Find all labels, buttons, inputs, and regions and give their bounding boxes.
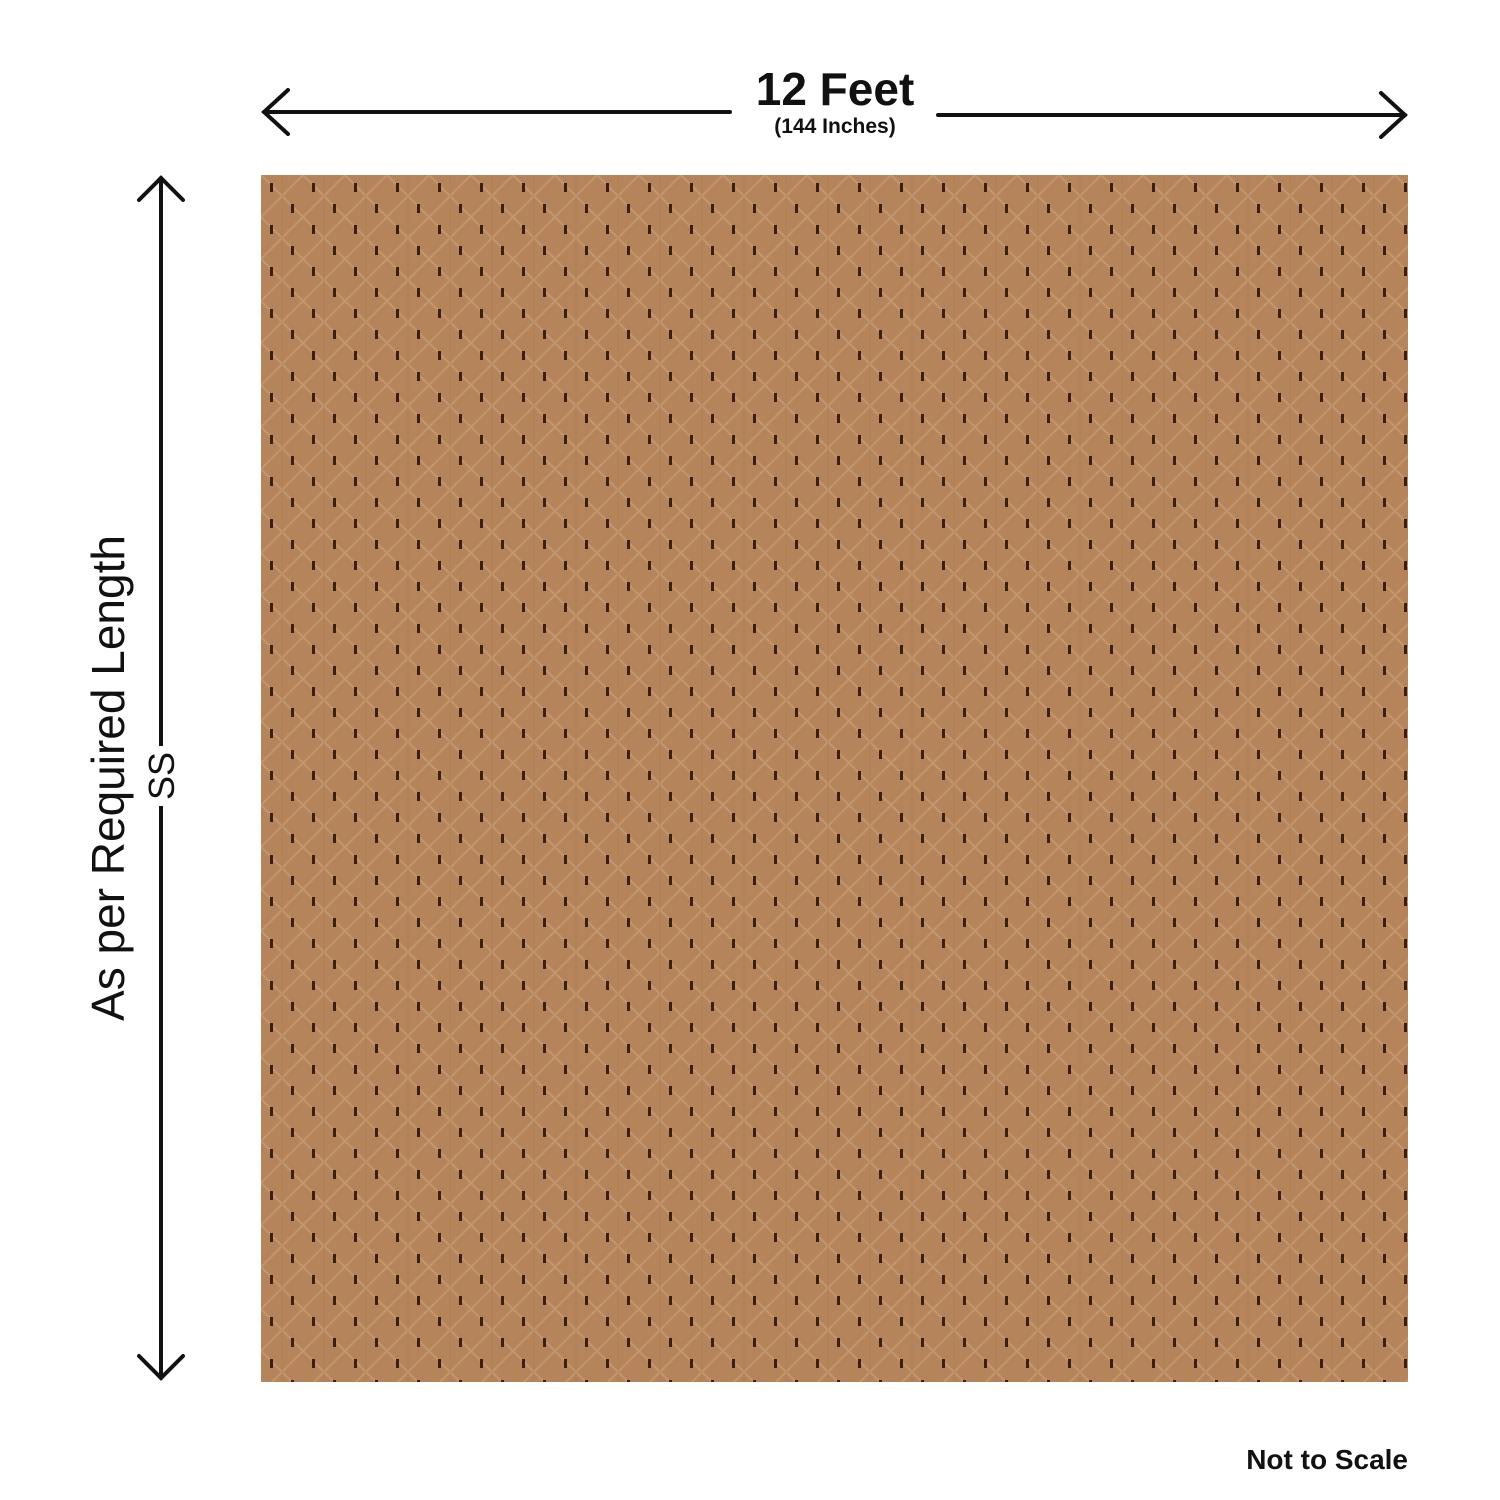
width-sublabel: (144 Inches) [774, 115, 896, 138]
carpet-swatch [261, 175, 1408, 1382]
code-label: SS [141, 745, 183, 807]
width-dimension-arrow [261, 88, 1408, 139]
scale-note: Not to Scale [1246, 1444, 1408, 1475]
width-label: 12 Feet [755, 63, 915, 115]
length-label: As per Required Length [82, 535, 134, 1021]
